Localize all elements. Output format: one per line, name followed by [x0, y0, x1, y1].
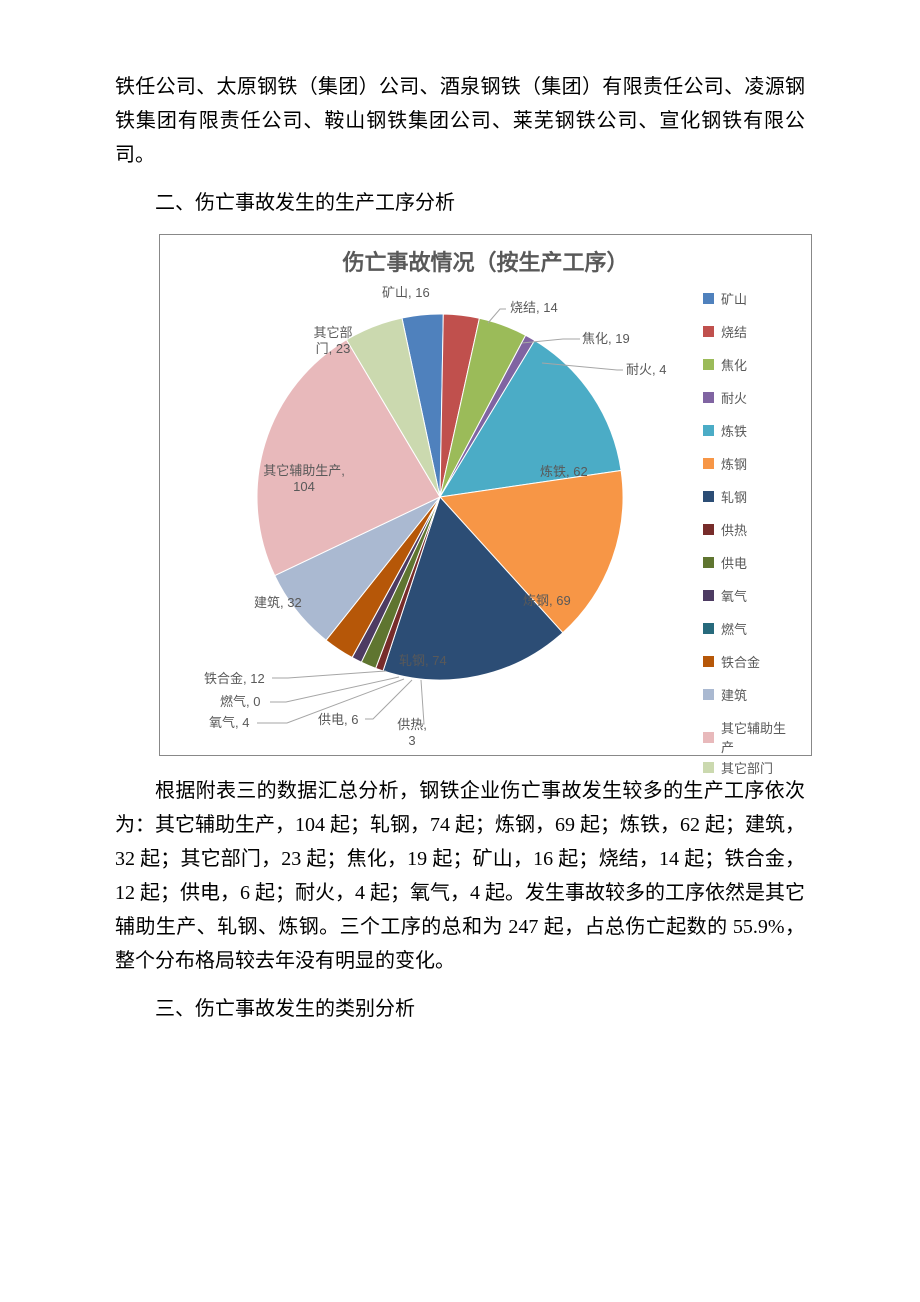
label-shaojie: 烧结, 14: [510, 300, 558, 316]
label-gongre: 供热, 3: [392, 717, 432, 750]
legend-row: 矿山: [703, 289, 803, 308]
label-jianzhu: 建筑, 32: [254, 595, 302, 611]
label-kuangshan: 矿山, 16: [382, 285, 430, 301]
legend-label: 其它辅助生 产: [721, 718, 786, 756]
legend-row: 燃气: [703, 619, 803, 638]
legend-row: 炼钢: [703, 454, 803, 473]
label-yangqi: 氧气, 4: [209, 715, 249, 731]
chart-title: 伤亡事故情况（按生产工序）: [160, 235, 811, 277]
legend-label: 铁合金: [721, 652, 760, 671]
label-zhagang: 轧钢, 74: [399, 653, 447, 669]
legend-row: 炼铁: [703, 421, 803, 440]
legend-swatch: [703, 392, 714, 403]
legend-label: 其它部门: [721, 758, 773, 777]
legend-swatch: [703, 623, 714, 634]
label-fuzhu: 其它辅助生产, 104: [244, 463, 364, 496]
legend-swatch: [703, 359, 714, 370]
legend-row: 氧气: [703, 586, 803, 605]
page: 铁任公司、太原钢铁（集团）公司、酒泉钢铁（集团）有限责任公司、凌源钢铁集团有限责…: [0, 0, 920, 1100]
legend-swatch: [703, 524, 714, 535]
legend-swatch: [703, 590, 714, 601]
legend-label: 供热: [721, 520, 747, 539]
legend-label: 氧气: [721, 586, 747, 605]
label-ranqi: 燃气, 0: [220, 694, 260, 710]
label-fuzhu-l1: 其它辅助生产,: [263, 463, 345, 478]
legend-row: 焦化: [703, 355, 803, 374]
legend-swatch: [703, 425, 714, 436]
label-fuzhu-l2: 104: [293, 479, 315, 494]
legend-label: 建筑: [721, 685, 747, 704]
label-qitabumen: 其它部 门, 23: [303, 325, 363, 358]
label-qitabumen-l2: 门, 23: [316, 341, 351, 356]
legend-swatch: [703, 326, 714, 337]
legend-row: 供电: [703, 553, 803, 572]
legend-row: 其它辅助生 产: [703, 718, 803, 756]
legend-label: 烧结: [721, 322, 747, 341]
legend-label: 炼铁: [721, 421, 747, 440]
label-liangang: 炼钢, 69: [523, 593, 571, 609]
legend-swatch: [703, 656, 714, 667]
legend-swatch: [703, 689, 714, 700]
label-gongdian: 供电, 6: [318, 712, 358, 728]
chart-body: 矿山, 16 烧结, 14 焦化, 19 耐火, 4 炼铁, 62 炼钢, 69…: [160, 283, 811, 755]
legend-row: 铁合金: [703, 652, 803, 671]
chart-legend: 矿山烧结焦化耐火炼铁炼钢轧钢供热供电氧气燃气铁合金建筑其它辅助生 产其它部门: [703, 289, 803, 791]
heading-2: 二、伤亡事故发生的生产工序分析: [115, 186, 805, 220]
legend-label: 矿山: [721, 289, 747, 308]
legend-row: 供热: [703, 520, 803, 539]
legend-swatch: [703, 762, 714, 773]
paragraph-2: 根据附表三的数据汇总分析，钢铁企业伤亡事故发生较多的生产工序依次为：其它辅助生产…: [115, 774, 805, 978]
legend-label: 焦化: [721, 355, 747, 374]
legend-row: 其它部门: [703, 758, 803, 777]
label-liantie: 炼铁, 62: [540, 464, 588, 480]
label-qitabumen-l1: 其它部: [313, 325, 352, 340]
legend-label: 耐火: [721, 388, 747, 407]
legend-row: 耐火: [703, 388, 803, 407]
pie-chart-container: 伤亡事故情况（按生产工序） www. .com: [159, 234, 812, 756]
label-naihuo: 耐火, 4: [626, 362, 666, 378]
legend-row: 烧结: [703, 322, 803, 341]
label-tiehejin: 铁合金, 12: [204, 671, 265, 687]
legend-label: 炼钢: [721, 454, 747, 473]
legend-swatch: [703, 732, 714, 743]
legend-row: 轧钢: [703, 487, 803, 506]
legend-label: 轧钢: [721, 487, 747, 506]
legend-row: 建筑: [703, 685, 803, 704]
paragraph-1: 铁任公司、太原钢铁（集团）公司、酒泉钢铁（集团）有限责任公司、凌源钢铁集团有限责…: [115, 70, 805, 172]
legend-label: 燃气: [721, 619, 747, 638]
legend-swatch: [703, 557, 714, 568]
legend-swatch: [703, 293, 714, 304]
heading-3: 三、伤亡事故发生的类别分析: [115, 992, 805, 1026]
label-jiaohua: 焦化, 19: [582, 331, 630, 347]
legend-swatch: [703, 458, 714, 469]
legend-swatch: [703, 491, 714, 502]
legend-label: 供电: [721, 553, 747, 572]
